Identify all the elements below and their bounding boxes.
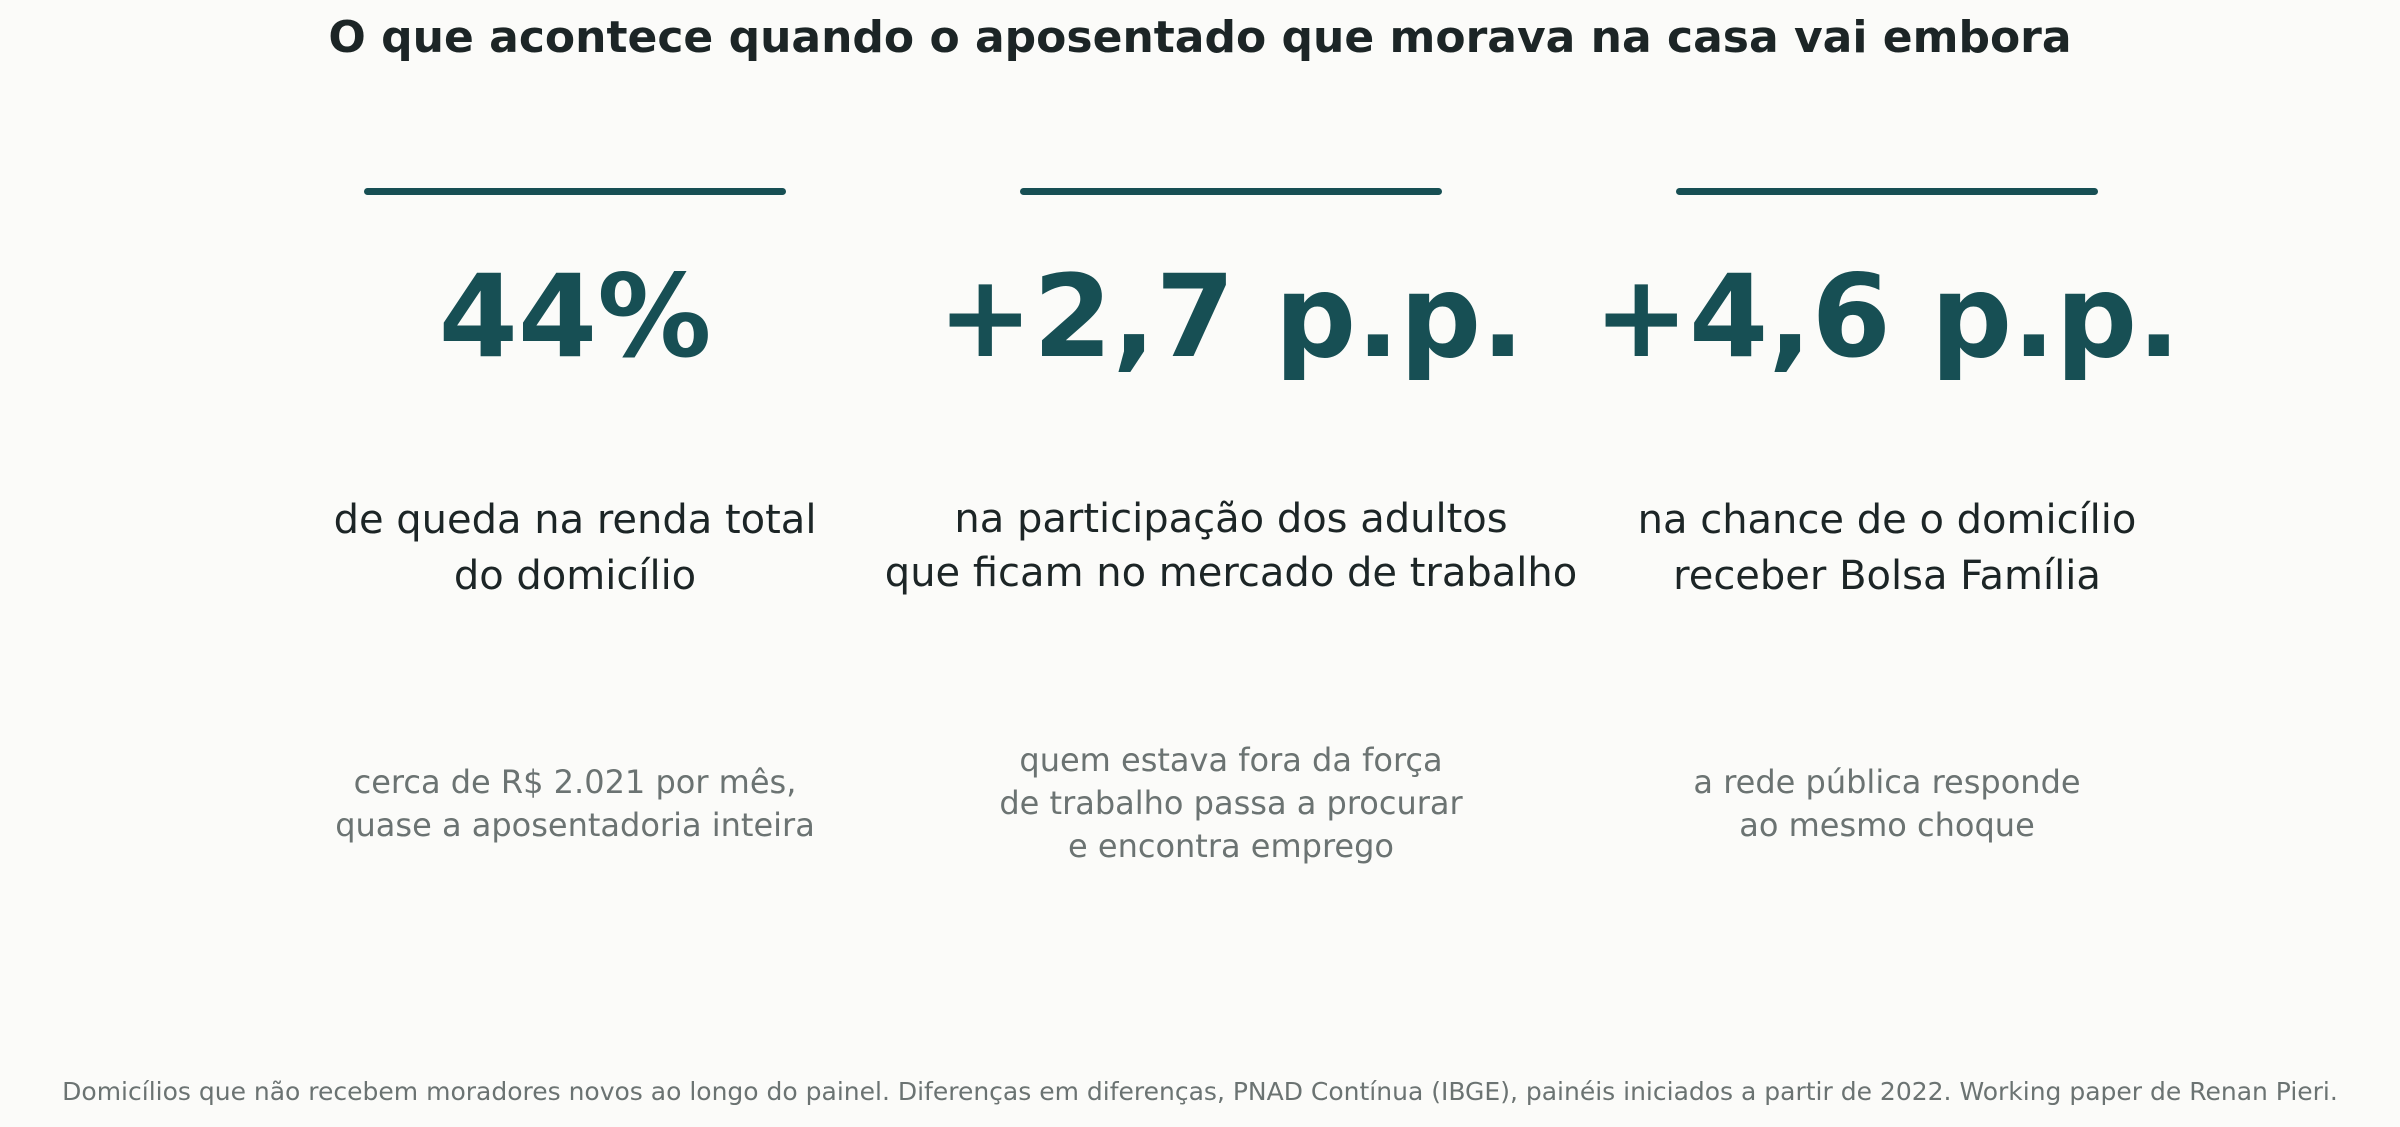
accent-rule xyxy=(1676,188,2098,195)
stat-note-line: cerca de R$ 2.021 por mês, xyxy=(353,763,797,801)
footnote: Domicílios que não recebem moradores nov… xyxy=(62,1077,2338,1106)
stat-note-line: de trabalho passa a procurar xyxy=(999,784,1463,822)
stat-card-bolsa-familia: +4,6 p.p. na chance de o domicílio receb… xyxy=(1537,0,2237,1000)
stat-card-labor-participation: +2,7 p.p. na participação dos adultos qu… xyxy=(881,0,1581,1000)
stat-note: a rede pública responde ao mesmo choque xyxy=(1537,761,2237,847)
stat-description-line: que ficam no mercado de trabalho xyxy=(884,550,1578,596)
stat-value: +2,7 p.p. xyxy=(937,250,1525,383)
stat-note-line: e encontra emprego xyxy=(1068,827,1394,865)
stat-note-line: a rede pública responde xyxy=(1693,763,2081,801)
stat-description-line: receber Bolsa Família xyxy=(1673,553,2101,599)
stat-value: +4,6 p.p. xyxy=(1593,250,2181,383)
stat-description-line: do domicílio xyxy=(453,553,697,599)
stat-description: na chance de o domicílio receber Bolsa F… xyxy=(1537,492,2237,604)
stat-note-line: quem estava fora da força xyxy=(1019,741,1443,779)
stat-note-line: ao mesmo choque xyxy=(1739,806,2035,844)
stat-note: quem estava fora da força de trabalho pa… xyxy=(881,739,1581,868)
accent-rule xyxy=(364,188,786,195)
stat-description: de queda na renda total do domicílio xyxy=(225,492,925,604)
stat-description-line: na participação dos adultos xyxy=(954,496,1508,542)
stat-value: 44% xyxy=(438,250,712,383)
accent-rule xyxy=(1020,188,1442,195)
stat-description-line: de queda na renda total xyxy=(333,497,817,543)
page-title: O que acontece quando o aposentado que m… xyxy=(328,12,2072,63)
stat-description-line: na chance de o domicílio xyxy=(1637,497,2137,543)
stat-description: na participação dos adultos que ficam no… xyxy=(881,492,1581,600)
stat-note: cerca de R$ 2.021 por mês, quase a apose… xyxy=(225,761,925,847)
stat-note-line: quase a aposentadoria inteira xyxy=(335,806,815,844)
stat-card-income-drop: 44% de queda na renda total do domicílio… xyxy=(225,0,925,1000)
